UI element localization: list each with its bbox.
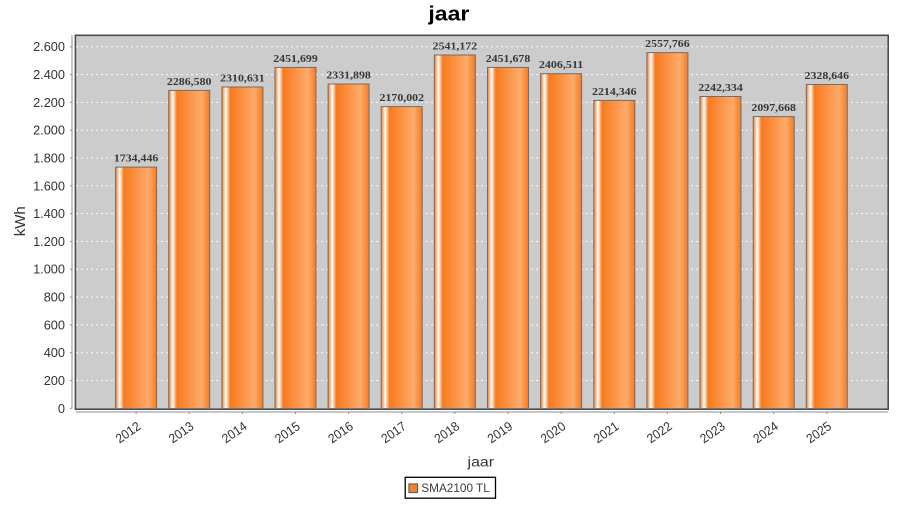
svg-text:jaar: jaar	[427, 4, 469, 26]
svg-text:2170,002: 2170,002	[380, 92, 425, 104]
svg-text:800: 800	[44, 290, 65, 305]
svg-text:2.000: 2.000	[33, 123, 65, 138]
svg-text:2214,346: 2214,346	[592, 86, 637, 98]
svg-text:1.000: 1.000	[33, 262, 65, 277]
svg-text:2097,668: 2097,668	[751, 102, 796, 114]
svg-text:400: 400	[44, 345, 65, 360]
svg-text:2242,334: 2242,334	[698, 82, 743, 94]
svg-text:200: 200	[44, 373, 65, 388]
svg-text:2.400: 2.400	[33, 67, 65, 82]
svg-text:2541,172: 2541,172	[433, 41, 478, 53]
svg-text:2.600: 2.600	[33, 39, 65, 54]
svg-text:jaar: jaar	[466, 454, 494, 470]
svg-text:SMA2100 TL: SMA2100 TL	[421, 481, 490, 495]
svg-text:2557,766: 2557,766	[645, 38, 690, 50]
svg-text:600: 600	[44, 317, 65, 332]
svg-text:2331,898: 2331,898	[326, 70, 371, 82]
svg-text:2451,699: 2451,699	[273, 53, 318, 65]
svg-text:2286,580: 2286,580	[167, 76, 212, 88]
svg-text:2.200: 2.200	[33, 95, 65, 110]
svg-text:0: 0	[58, 401, 65, 416]
svg-text:1.800: 1.800	[33, 151, 65, 166]
svg-text:1.600: 1.600	[33, 178, 65, 193]
svg-text:kWh: kWh	[12, 206, 29, 236]
svg-text:1.200: 1.200	[33, 234, 65, 249]
svg-text:1734,446: 1734,446	[114, 153, 159, 165]
svg-text:2328,646: 2328,646	[805, 70, 850, 82]
svg-text:1.400: 1.400	[33, 206, 65, 221]
svg-text:2406,511: 2406,511	[539, 59, 584, 71]
svg-text:2451,678: 2451,678	[486, 53, 531, 65]
svg-text:2310,631: 2310,631	[220, 73, 265, 85]
